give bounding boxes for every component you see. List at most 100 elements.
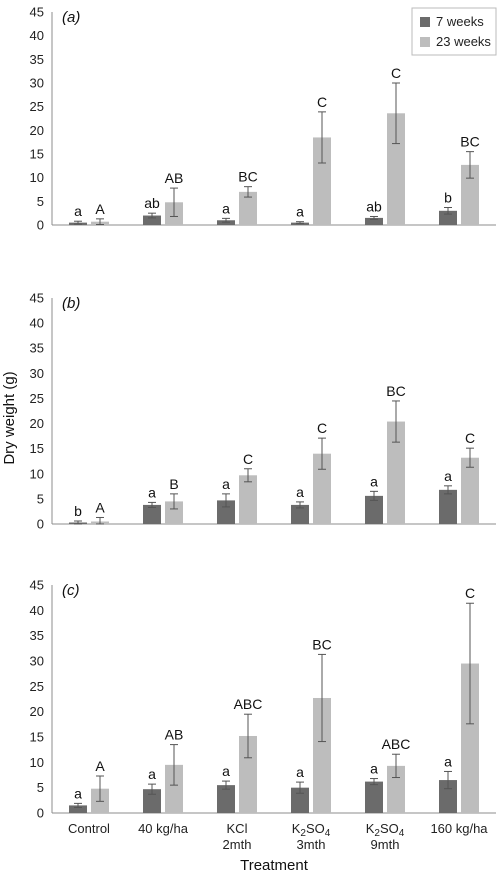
x-category-label-line2: 3mth: [297, 837, 326, 852]
bar-7-weeks: [143, 215, 161, 225]
bar-23-weeks: [387, 421, 405, 524]
y-tick-label: 0: [37, 806, 44, 821]
significance-letter: C: [465, 430, 475, 446]
bar-7-weeks: [439, 210, 457, 225]
bar-7-weeks: [439, 489, 457, 524]
significance-letter: AB: [165, 727, 184, 743]
significance-letter: C: [317, 94, 327, 110]
bar-23-weeks: [387, 765, 405, 813]
significance-letter: a: [74, 785, 82, 801]
x-category-label: Control: [68, 821, 110, 836]
x-category-label: 160 kg/ha: [430, 821, 488, 836]
x-category-label-line2: 2mth: [223, 837, 252, 852]
significance-letter: AB: [165, 170, 184, 186]
legend-swatch: [420, 17, 430, 27]
significance-letter: C: [391, 65, 401, 81]
bar-7-weeks: [143, 504, 161, 524]
y-tick-label: 0: [37, 218, 44, 233]
bar-7-weeks: [365, 781, 383, 813]
significance-letter: a: [296, 484, 304, 500]
bar-23-weeks: [313, 697, 331, 813]
significance-letter: A: [95, 758, 105, 774]
y-tick-label: 20: [30, 704, 44, 719]
bar-7-weeks: [291, 787, 309, 813]
significance-letter: a: [148, 766, 156, 782]
significance-letter: B: [169, 476, 178, 492]
bar-23-weeks: [239, 475, 257, 524]
y-tick-label: 30: [30, 76, 44, 91]
bar-7-weeks: [439, 780, 457, 813]
bar-23-weeks: [461, 164, 479, 225]
y-tick-label: 10: [30, 755, 44, 770]
significance-letter: BC: [238, 169, 257, 185]
bar-23-weeks: [239, 735, 257, 813]
y-tick-label: 40: [30, 603, 44, 618]
legend-label: 23 weeks: [436, 34, 491, 49]
bar-23-weeks: [461, 663, 479, 813]
significance-letter: ABC: [382, 736, 411, 752]
bar-23-weeks: [461, 457, 479, 524]
y-tick-label: 45: [30, 5, 44, 20]
significance-letter: a: [370, 473, 378, 489]
bar-7-weeks: [365, 495, 383, 524]
significance-letter: a: [222, 476, 230, 492]
x-axis-title: Treatment: [240, 857, 309, 874]
significance-letter: ab: [144, 195, 160, 211]
y-tick-label: 25: [30, 99, 44, 114]
y-tick-label: 5: [37, 491, 44, 506]
bar-7-weeks: [365, 217, 383, 225]
y-tick-label: 0: [37, 517, 44, 532]
x-category-label-line2: 9mth: [371, 837, 400, 852]
bar-7-weeks: [143, 789, 161, 813]
y-tick-label: 35: [30, 52, 44, 67]
bar-7-weeks: [291, 504, 309, 524]
significance-letter: a: [222, 200, 230, 216]
legend-swatch: [420, 37, 430, 47]
significance-letter: a: [74, 203, 82, 219]
y-tick-label: 5: [37, 194, 44, 209]
bar-7-weeks: [217, 785, 235, 813]
significance-letter: A: [95, 201, 105, 217]
significance-letter: A: [95, 499, 105, 515]
significance-letter: BC: [460, 134, 479, 150]
y-tick-label: 35: [30, 341, 44, 356]
y-tick-label: 30: [30, 654, 44, 669]
legend-label: 7 weeks: [436, 14, 484, 29]
significance-letter: b: [74, 503, 82, 519]
y-tick-label: 10: [30, 170, 44, 185]
panel-label: (a): [62, 9, 80, 26]
significance-letter: BC: [312, 636, 331, 652]
significance-letter: C: [317, 420, 327, 436]
y-tick-label: 30: [30, 366, 44, 381]
legend-box: [411, 7, 497, 56]
y-axis-title: Dry weight (g): [1, 371, 18, 464]
significance-letter: a: [444, 753, 452, 769]
bar-23-weeks: [165, 764, 183, 813]
bar-23-weeks: [239, 191, 257, 225]
x-category-label: 40 kg/ha: [138, 821, 189, 836]
bar-7-weeks: [217, 500, 235, 524]
bar-23-weeks: [313, 453, 331, 524]
significance-letter: C: [465, 585, 475, 601]
y-tick-label: 45: [30, 578, 44, 593]
y-tick-label: 15: [30, 441, 44, 456]
significance-letter: a: [444, 468, 452, 484]
y-tick-label: 40: [30, 316, 44, 331]
significance-letter: C: [243, 451, 253, 467]
bar-23-weeks: [165, 501, 183, 524]
y-tick-label: 20: [30, 416, 44, 431]
bar-7-weeks: [69, 805, 87, 813]
y-tick-label: 15: [30, 147, 44, 162]
significance-letter: ABC: [234, 696, 263, 712]
bar-23-weeks: [387, 113, 405, 225]
y-tick-label: 10: [30, 466, 44, 481]
y-tick-label: 20: [30, 123, 44, 138]
bar-23-weeks: [313, 137, 331, 225]
y-tick-label: 35: [30, 628, 44, 643]
significance-letter: b: [444, 189, 452, 205]
significance-letter: a: [148, 484, 156, 500]
significance-letter: a: [222, 763, 230, 779]
x-category-label: KCl: [227, 821, 248, 836]
panel-label: (b): [62, 295, 80, 312]
